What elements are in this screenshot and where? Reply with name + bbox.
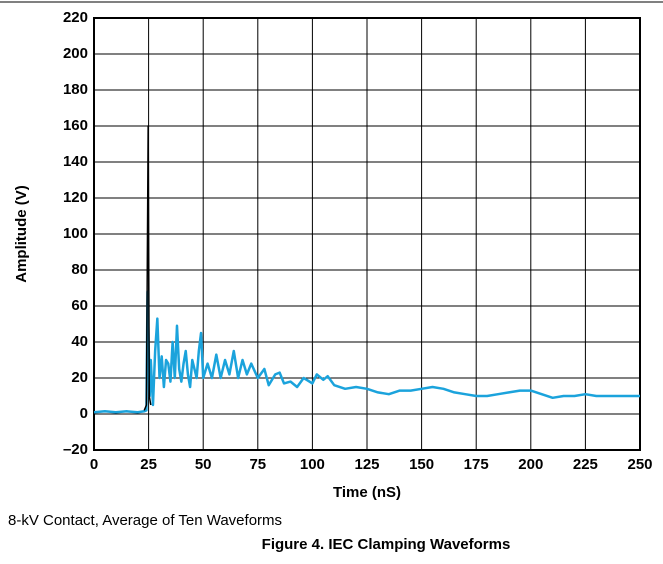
y-tick-label: 20 [71, 369, 88, 386]
x-tick-label: 50 [195, 456, 212, 473]
y-tick-label: 180 [63, 81, 88, 98]
y-tick-label: 120 [63, 189, 88, 206]
x-tick-label: 175 [464, 456, 489, 473]
x-tick-label: 200 [518, 456, 543, 473]
y-axis-label: Amplitude (V) [13, 185, 30, 283]
y-tick-label: 40 [71, 333, 88, 350]
caption: 8-kV Contact, Average of Ten Waveforms [8, 512, 282, 529]
x-tick-label: 100 [300, 456, 325, 473]
y-tick-label: 200 [63, 45, 88, 62]
y-tick-label: 100 [63, 225, 88, 242]
y-tick-label: 140 [63, 153, 88, 170]
x-tick-label: 150 [409, 456, 434, 473]
series-line [93, 290, 640, 414]
y-tick-label: 80 [71, 261, 88, 278]
x-tick-label: 75 [249, 456, 266, 473]
plot-frame [93, 17, 641, 451]
series-line [143, 125, 152, 411]
x-tick-label: 25 [140, 456, 157, 473]
y-tick-label: 220 [63, 9, 88, 26]
x-tick-label: 125 [354, 456, 379, 473]
x-tick-label: 0 [90, 456, 98, 473]
x-tick-label: 225 [573, 456, 598, 473]
x-tick-label: 250 [627, 456, 652, 473]
y-tick-label: 0 [80, 405, 88, 422]
chart-title: Figure 4. IEC Clamping Waveforms [262, 536, 511, 553]
y-tick-label: 60 [71, 297, 88, 314]
y-tick-label: –20 [63, 441, 88, 458]
x-axis-label: Time (nS) [333, 484, 401, 501]
y-tick-label: 160 [63, 117, 88, 134]
